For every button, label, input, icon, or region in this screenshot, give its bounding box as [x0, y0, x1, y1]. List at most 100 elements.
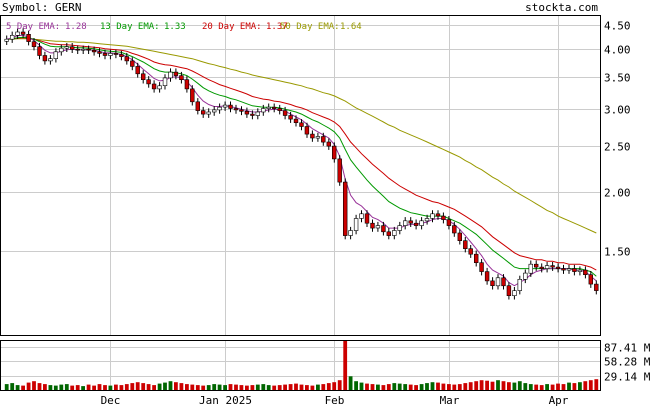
candle-body [168, 71, 173, 79]
date-axis-tick-label: Dec [101, 394, 121, 406]
candle-body [288, 115, 293, 120]
volume-bar [64, 384, 69, 390]
candle-body [375, 225, 381, 229]
volume-bar [539, 385, 544, 390]
volume-bar [21, 385, 25, 390]
candle-body [381, 225, 386, 233]
candle-body [206, 111, 211, 115]
candle-body [42, 55, 48, 62]
volume-bar [414, 385, 418, 390]
volume-bar [376, 384, 380, 390]
candle-body [523, 272, 528, 280]
volume-bar [277, 385, 282, 390]
volume-axis-tick-label: 29.14 M [604, 371, 651, 384]
volume-bar [261, 384, 266, 390]
candle-body [424, 218, 430, 222]
legend-ema13-value: 1.33 [164, 22, 186, 32]
candle-body [583, 269, 588, 276]
volume-bar [32, 381, 36, 390]
candlestick-layer [4, 28, 599, 300]
ema-layer [6, 34, 597, 287]
candle-body [293, 118, 299, 123]
candle-body [233, 108, 239, 111]
volume-axis-tick-label: 58.28 M [604, 356, 651, 369]
candle-body [157, 85, 162, 90]
candle-body [135, 66, 140, 75]
date-axis-tick-label: Apr [549, 394, 569, 406]
volume-bar [168, 381, 173, 390]
volume-bar [103, 385, 107, 390]
price-axis-tick-label: 1.50 [604, 246, 631, 259]
date-axis-tick-label: Feb [325, 394, 345, 406]
candle-body [222, 104, 228, 108]
candle-body [544, 265, 550, 269]
candle-body [310, 133, 315, 139]
volume-bar [201, 385, 206, 390]
volume-bar [386, 384, 391, 390]
volume-bar [146, 384, 151, 390]
candle-body [479, 262, 484, 272]
volume-bar [567, 382, 571, 390]
legend-ema20-label: 20 Day EMA: [202, 22, 262, 32]
volume-bar [479, 380, 484, 390]
grid-layer [1, 16, 600, 390]
ema-legend: 5 Day EMA: 1.28 13 Day EMA: 1.33 20 Day … [6, 22, 362, 32]
candle-body [588, 274, 594, 285]
candle-body [48, 58, 53, 62]
volume-bar [92, 385, 96, 390]
price-axis-tick-label: 2.00 [604, 187, 631, 200]
candle-body [10, 34, 15, 40]
candle-body [299, 122, 304, 127]
candle-body [501, 277, 506, 287]
volume-bar [343, 341, 348, 390]
volume-bar [48, 385, 53, 390]
volume-bar [141, 383, 146, 390]
volume-bar [348, 376, 353, 390]
volume-bar [124, 384, 129, 390]
candle-body [506, 285, 512, 297]
candle-body [446, 219, 452, 226]
site-name[interactable]: stockta.com [525, 1, 598, 14]
volume-bar [316, 384, 320, 390]
candle-body [353, 218, 359, 231]
candle-body [190, 88, 195, 103]
candle-body [64, 46, 70, 49]
volume-bar [212, 384, 217, 390]
volume-bar [288, 384, 293, 390]
candle-body [430, 213, 435, 219]
volume-bar [130, 383, 135, 390]
volume-bar [447, 384, 451, 390]
volume-bar [97, 384, 102, 390]
candle-body [217, 106, 222, 111]
candle-body [53, 51, 59, 59]
candle-body [212, 109, 217, 113]
volume-bar [507, 382, 511, 390]
candle-body [512, 290, 517, 297]
volume-bar [545, 384, 549, 390]
volume-bar [75, 385, 80, 390]
volume-bar [174, 382, 178, 390]
candle-body [119, 54, 124, 57]
volume-bar [550, 384, 555, 390]
volume-bar [588, 380, 593, 390]
volume-bar [381, 385, 386, 390]
candle-body [113, 53, 119, 55]
volume-axis-tick-label: 87.41 M [604, 342, 651, 355]
date-axis-tick-label: Jan 2025 [199, 394, 252, 406]
candle-body [517, 278, 523, 291]
candle-body [452, 225, 457, 234]
volume-bar [474, 381, 479, 390]
volume-bar [81, 386, 85, 390]
ema50-line [6, 38, 597, 234]
candle-body [370, 222, 375, 229]
candle-body [304, 126, 310, 135]
candle-body [457, 232, 462, 241]
volume-bar [485, 380, 489, 390]
legend-ema20-value: 1.37 [266, 22, 288, 32]
volume-bar [70, 385, 75, 390]
candle-body [392, 230, 397, 236]
volume-bar [283, 384, 287, 390]
volume-bar [561, 384, 566, 390]
candle-body [255, 111, 260, 116]
